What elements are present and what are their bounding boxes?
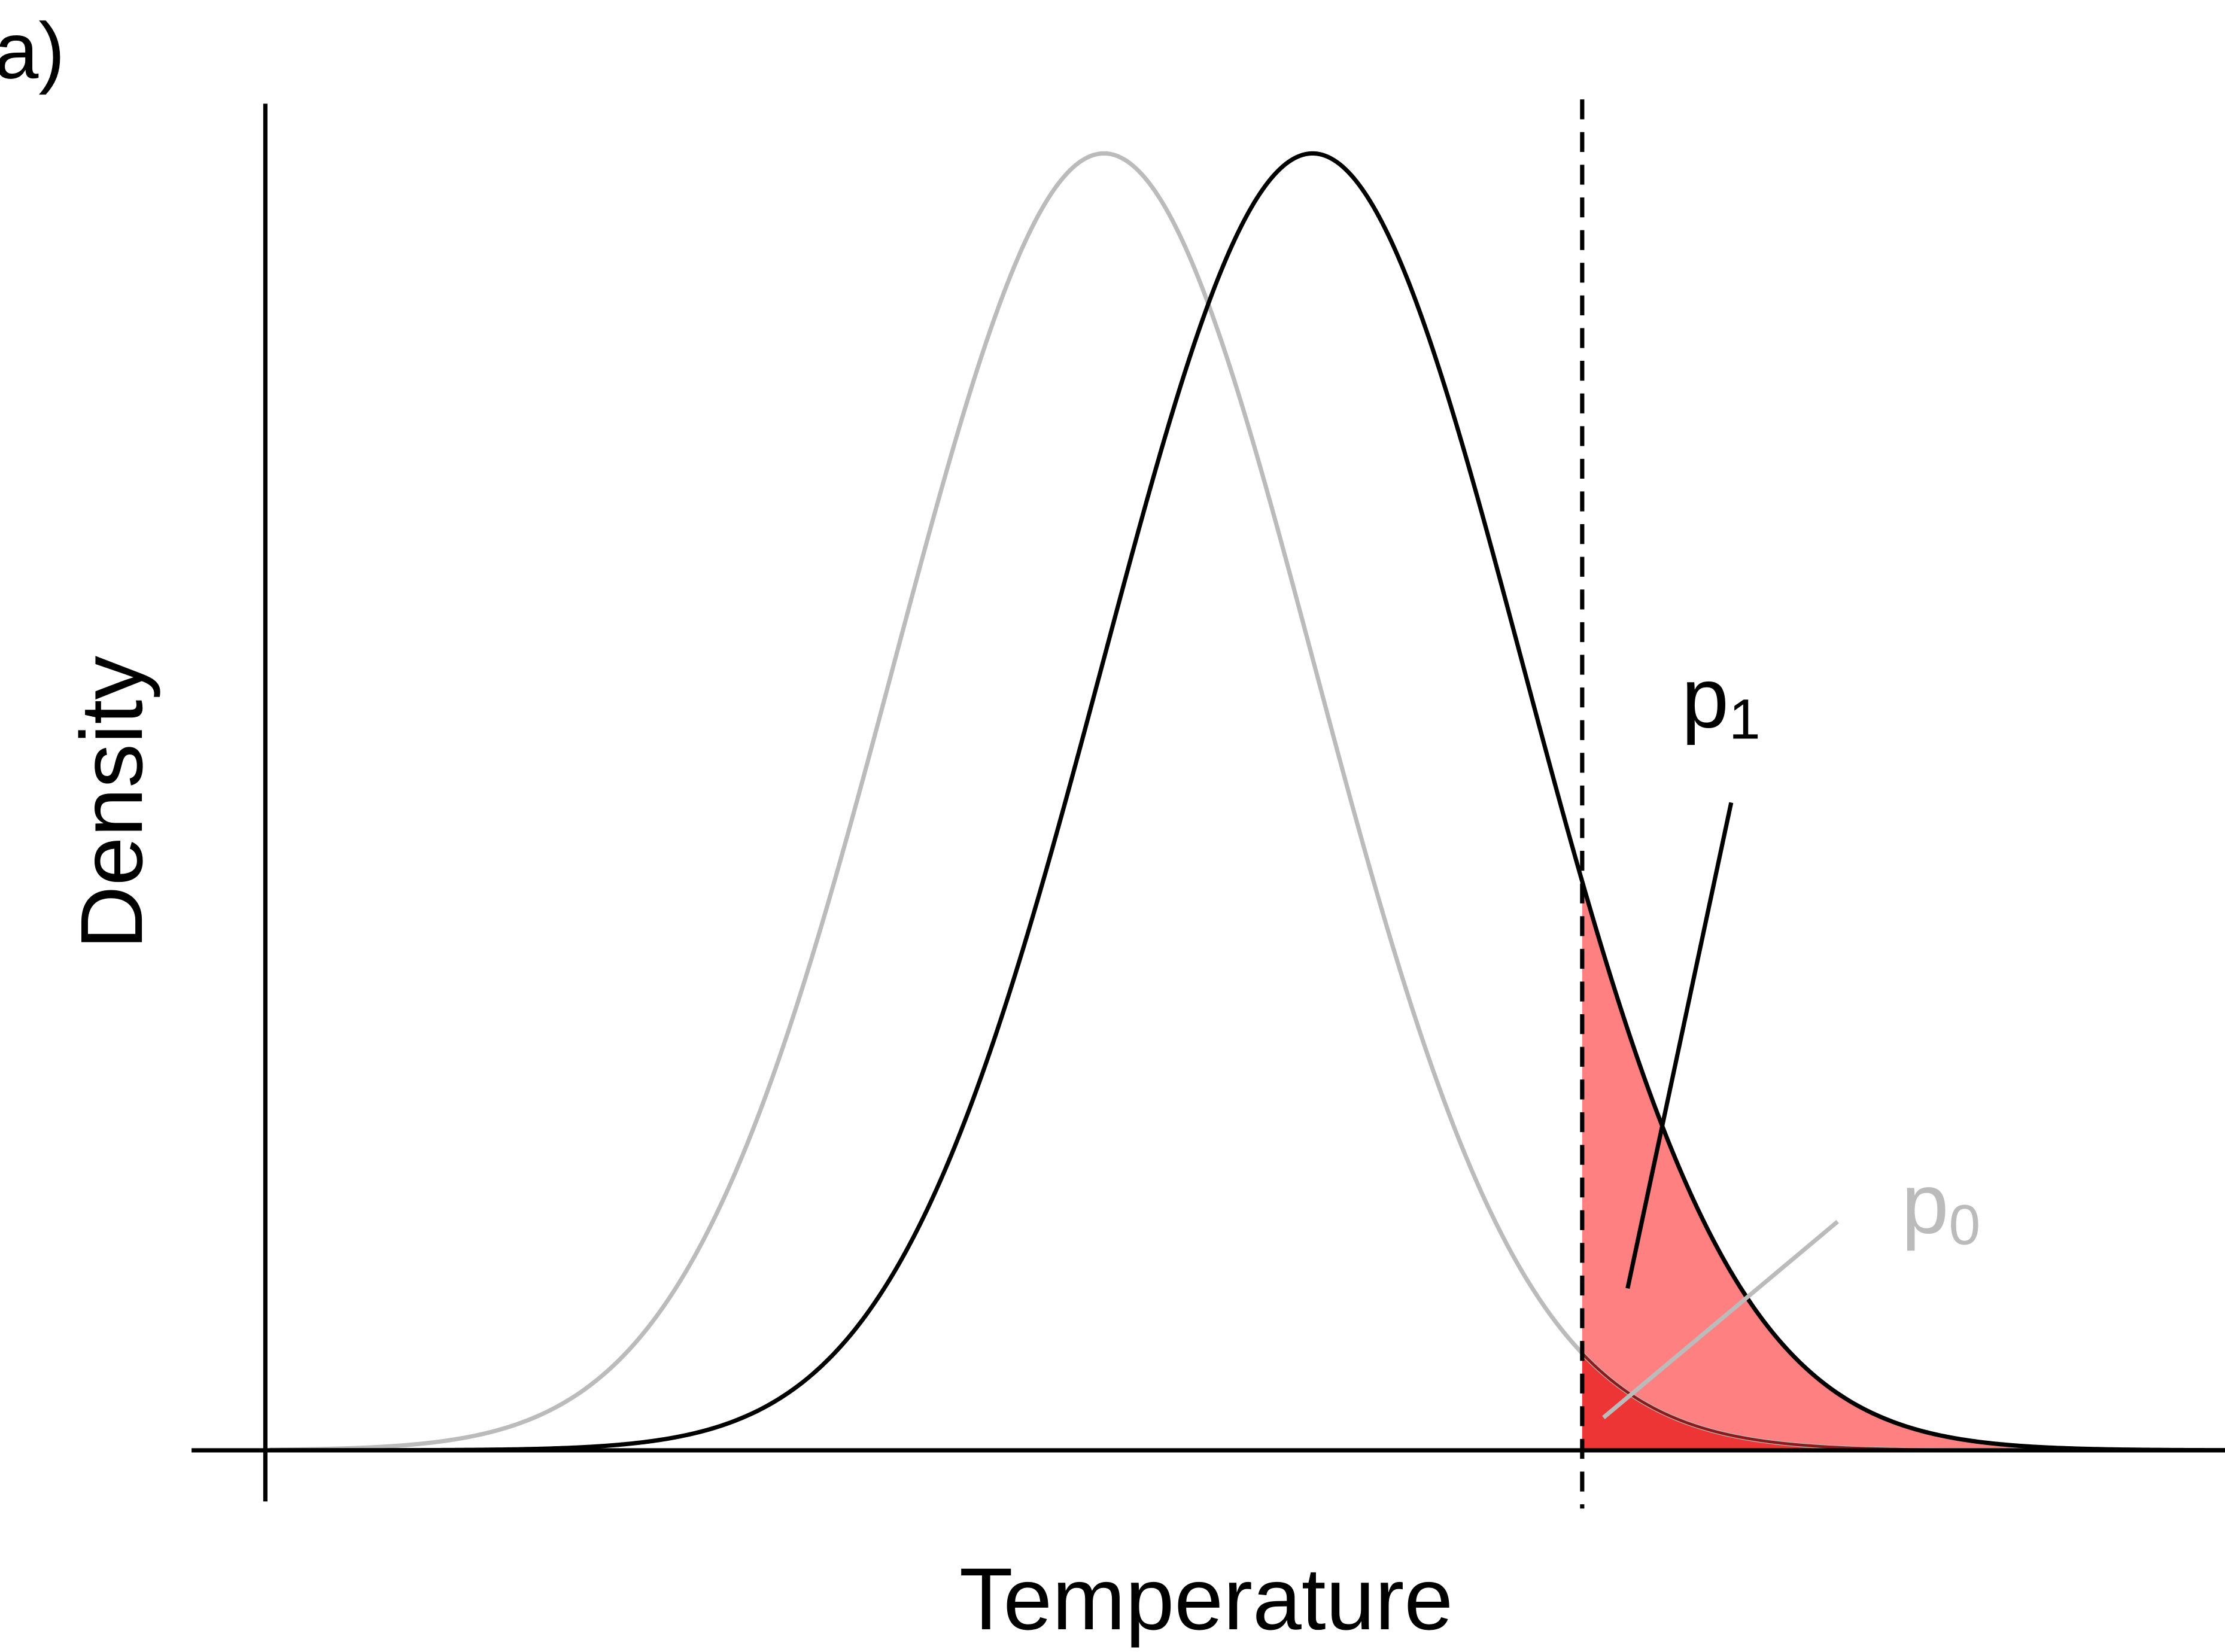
- p0-label: p0: [1901, 1157, 1980, 1257]
- x-axis-label: Temperature: [959, 1550, 1453, 1648]
- p0-area: [1582, 1353, 2225, 1450]
- p0-subscript: 0: [1949, 1194, 1980, 1257]
- shapes: [269, 151, 2225, 1453]
- p0-leader: [1602, 1219, 1839, 1420]
- panel-label: a): [0, 7, 65, 96]
- p1-subscript: 1: [1729, 687, 1761, 751]
- shifted-curve: [269, 151, 2225, 1453]
- y-axis-label: Density: [63, 655, 161, 949]
- p1-label: p1: [1682, 650, 1761, 751]
- p1-base: p: [1682, 650, 1729, 746]
- p0-base: p: [1901, 1157, 1949, 1252]
- p1-area: [1582, 881, 2225, 1450]
- baseline-curve: [269, 151, 2225, 1453]
- p1-leader: [1625, 802, 1734, 1289]
